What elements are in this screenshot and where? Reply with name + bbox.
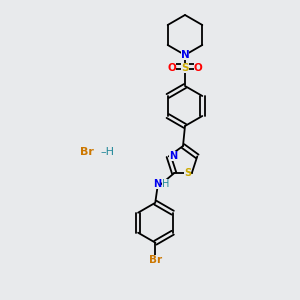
Text: N: N — [153, 179, 161, 189]
Text: Br: Br — [149, 255, 162, 265]
Text: N: N — [169, 152, 177, 161]
Text: O: O — [168, 63, 176, 73]
Text: N: N — [181, 50, 189, 60]
Text: –H: –H — [100, 147, 114, 157]
Text: O: O — [194, 63, 202, 73]
Text: Br: Br — [80, 147, 94, 157]
Text: S: S — [181, 63, 189, 73]
Text: H: H — [162, 179, 169, 189]
Text: S: S — [184, 168, 191, 178]
